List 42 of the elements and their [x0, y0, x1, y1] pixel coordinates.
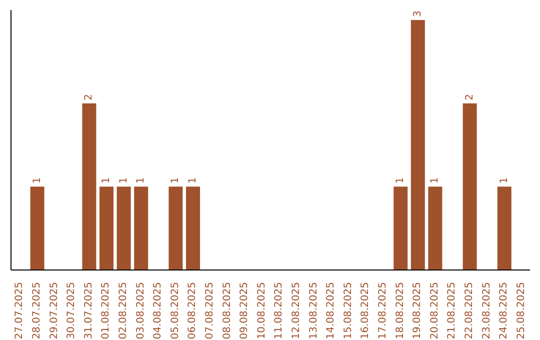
x-tick-label: 07.08.2025 [204, 282, 216, 340]
data-label: 1 [118, 177, 130, 184]
x-tick-label: 30.07.2025 [66, 282, 78, 340]
data-label: 1 [136, 177, 147, 184]
data-label: 1 [101, 177, 112, 184]
x-tick-label: 19.08.2025 [412, 282, 424, 340]
x-tick-label: 21.08.2025 [446, 282, 458, 340]
x-tick-label: 14.08.2025 [326, 282, 337, 340]
x-tick-label: 22.08.2025 [464, 282, 475, 340]
x-tick-label: 20.08.2025 [429, 282, 440, 340]
x-tick-label: 23.08.2025 [481, 282, 492, 340]
data-label: 2 [84, 94, 95, 100]
x-tick-label: 03.08.2025 [135, 282, 146, 340]
x-tick-label: 17.08.2025 [377, 282, 388, 340]
data-label: 1 [430, 177, 441, 184]
x-tick-label: 06.08.2025 [187, 282, 198, 340]
x-tick-label: 05.08.2025 [170, 282, 181, 340]
x-tick-label: 15.08.2025 [342, 282, 354, 340]
x-tick-label: 27.07.2025 [14, 282, 26, 340]
x-tick-label: 29.07.2025 [48, 282, 60, 340]
data-label: 1 [188, 177, 198, 184]
data-label: 1 [32, 177, 43, 184]
data-label: 1 [498, 177, 510, 184]
x-tick-label: 02.08.2025 [118, 282, 129, 340]
x-tick-label: 13.08.2025 [308, 282, 320, 340]
x-tick-label: 01.08.2025 [100, 282, 112, 340]
x-tick-label: 31.07.2025 [83, 282, 94, 340]
x-tick-label: 08.08.2025 [222, 282, 233, 340]
x-tick-label: 09.08.2025 [239, 282, 250, 340]
x-tick-label: 16.08.2025 [360, 282, 372, 340]
x-tick-label: 25.08.2025 [516, 282, 527, 340]
data-label: 2 [464, 94, 476, 100]
data-label: 1 [170, 177, 182, 184]
x-tick-label: 12.08.2025 [290, 282, 302, 340]
data-label: 1 [395, 177, 406, 184]
data-label: 3 [412, 10, 424, 17]
x-tick-label: 10.08.2025 [256, 282, 268, 340]
x-tick-label: 24.08.2025 [498, 282, 510, 340]
x-tick-label: 18.08.2025 [394, 282, 406, 340]
x-tick-label: 11.08.2025 [274, 282, 285, 340]
x-tick-label: 28.07.2025 [31, 282, 42, 340]
x-tick-label: 04.08.2025 [152, 282, 164, 340]
